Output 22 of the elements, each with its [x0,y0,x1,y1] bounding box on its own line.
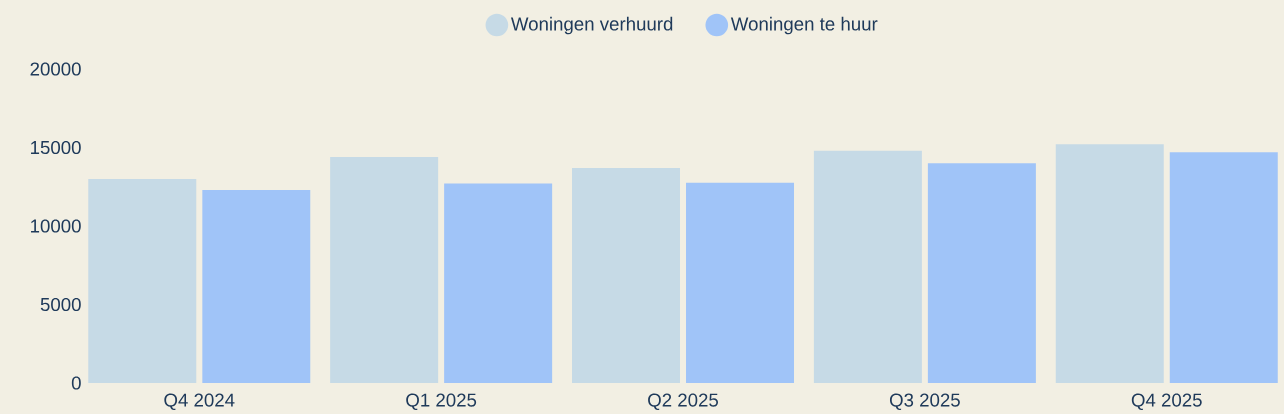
x-tick-label: Q4 2025 [1131,393,1202,411]
y-tick-label: 0 [71,376,81,390]
bar [813,150,922,383]
legend-label: Woningen te huur [730,16,878,35]
bar [1169,152,1278,383]
y-tick-label: 10000 [31,219,81,233]
bar [686,182,795,383]
bar [330,156,439,383]
bar [927,163,1036,383]
bar [1055,144,1164,383]
y-tick-label: 5000 [40,297,81,312]
legend-label: Woningen verhuurd [510,16,673,35]
bar [444,183,553,383]
y-tick-label: 20000 [30,62,81,76]
x-tick-label: Q3 2025 [889,393,960,411]
x-tick-label: Q2 2025 [648,393,719,411]
y-tick-label: 15000 [31,140,81,155]
x-tick-label: Q1 2025 [406,393,477,411]
x-tick-label: Q4 2024 [164,393,235,411]
bar [572,167,681,383]
bar [202,189,311,383]
bar [88,178,197,383]
